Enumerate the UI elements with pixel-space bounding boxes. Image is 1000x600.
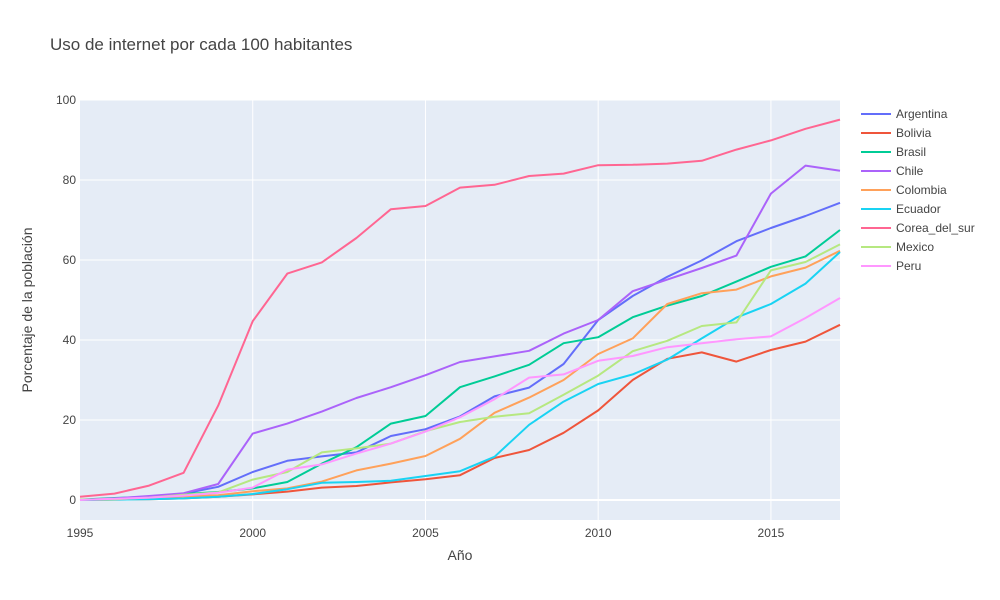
- legend-label: Corea_del_sur: [896, 221, 975, 235]
- legend-label: Peru: [896, 259, 921, 273]
- legend-item-argentina[interactable]: Argentina: [861, 107, 948, 121]
- y-tick-label: 100: [56, 93, 76, 107]
- legend-item-brasil[interactable]: Brasil: [861, 145, 926, 159]
- y-tick-label: 40: [63, 333, 77, 347]
- series-lines: [79, 118, 841, 501]
- series-line-peru: [79, 297, 841, 501]
- legend-label: Colombia: [896, 183, 947, 197]
- legend-label: Ecuador: [896, 202, 941, 216]
- x-tick-label: 2010: [585, 526, 612, 540]
- legend-item-chile[interactable]: Chile: [861, 164, 924, 178]
- legend-label: Chile: [896, 164, 924, 178]
- y-tick-labels: 0 20 40 60 80 100: [56, 93, 76, 507]
- legend-item-ecuador[interactable]: Ecuador: [861, 202, 941, 216]
- legend-item-peru[interactable]: Peru: [861, 259, 921, 273]
- legend-label: Bolivia: [896, 126, 932, 140]
- y-tick-label: 0: [69, 493, 76, 507]
- series-line-corea_del_sur: [79, 118, 841, 498]
- x-tick-label: 2015: [758, 526, 785, 540]
- series-line-colombia: [79, 249, 841, 501]
- legend-item-colombia[interactable]: Colombia: [861, 183, 947, 197]
- x-tick-label: 2000: [239, 526, 266, 540]
- x-tick-label: 2005: [412, 526, 439, 540]
- legend[interactable]: Argentina Bolivia Brasil Chile Colombia Ecuad…: [861, 107, 975, 273]
- chart-title: Uso de internet por cada 100 habitantes: [50, 35, 352, 54]
- y-tick-label: 80: [63, 173, 77, 187]
- series-line-ecuador: [79, 251, 841, 501]
- y-tick-label: 20: [63, 413, 77, 427]
- legend-label: Argentina: [896, 107, 948, 121]
- x-tick-label: 1995: [67, 526, 94, 540]
- legend-item-corea_del_sur[interactable]: Corea_del_sur: [861, 221, 975, 235]
- legend-label: Mexico: [896, 240, 934, 254]
- gridlines: [80, 99, 840, 520]
- y-axis-title: Porcentaje de la población: [19, 227, 35, 392]
- legend-label: Brasil: [896, 145, 926, 159]
- x-axis-title: Año: [448, 547, 473, 563]
- legend-item-mexico[interactable]: Mexico: [861, 240, 934, 254]
- y-tick-label: 60: [63, 253, 77, 267]
- series-line-chile: [79, 164, 841, 501]
- x-tick-labels: 1995 2000 2005 2010 2015: [67, 526, 785, 540]
- plot-area: [80, 100, 840, 520]
- legend-item-bolivia[interactable]: Bolivia: [861, 126, 932, 140]
